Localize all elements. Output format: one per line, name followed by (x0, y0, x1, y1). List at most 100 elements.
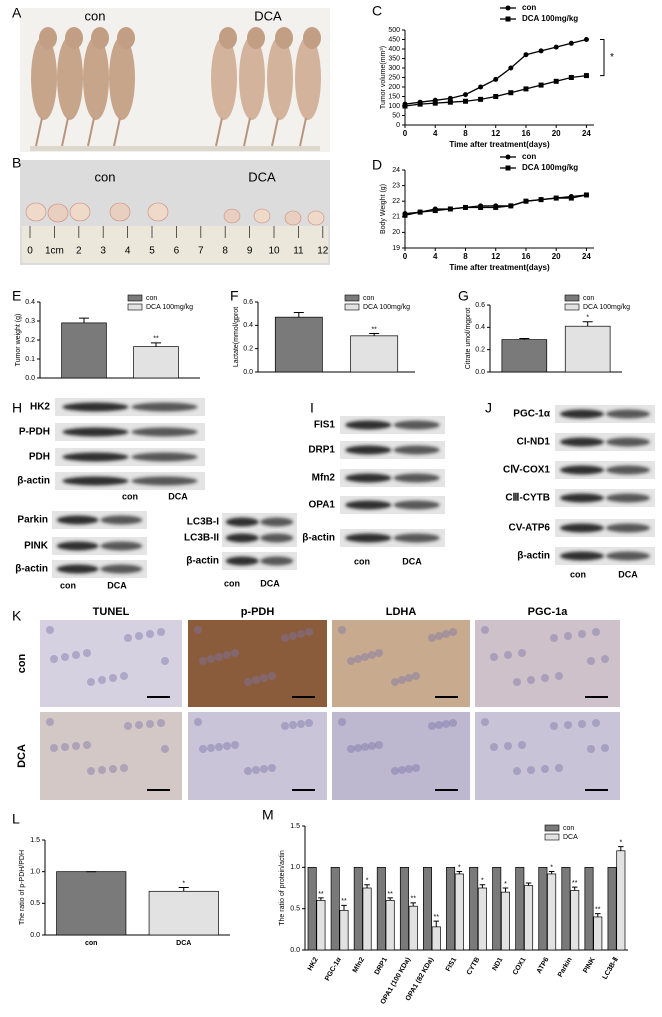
ihc-nucleus (120, 672, 128, 680)
ihc-nucleus (354, 744, 362, 752)
marker (538, 82, 544, 88)
bar (274, 316, 323, 373)
blot-band (62, 476, 129, 486)
ihc-nucleus (83, 649, 91, 657)
lane-label: DCA (168, 491, 188, 501)
significance: * (481, 878, 484, 885)
lane-label: DCA (402, 556, 422, 566)
y-axis-label: The ratio of protein/actin (279, 850, 286, 926)
ihc-nucleus (98, 676, 106, 684)
bar (307, 866, 317, 951)
ihc-nucleus (435, 721, 443, 729)
blot-label: LC3B-II (184, 533, 219, 544)
ihc-nucleus (578, 630, 586, 638)
bar (561, 866, 571, 951)
blot-strip (340, 529, 445, 547)
blot-band (345, 445, 392, 455)
legend-label: DCA 100mg/kg (146, 304, 193, 311)
blot-label: β-actin (517, 551, 550, 562)
photo-label: DCA (254, 8, 282, 23)
legend-label: DCA 100mg/kg (522, 14, 578, 23)
x-axis-label: Time after treatment(days) (449, 140, 550, 149)
blot-strip (340, 416, 445, 434)
blot-label: DRP1 (308, 445, 335, 456)
ihc-nucleus (194, 626, 202, 634)
error-bar (341, 904, 347, 911)
ihc-nucleus (541, 765, 549, 773)
blot-band (225, 533, 259, 543)
ihc-nucleus (281, 634, 289, 642)
blot-strip (555, 461, 655, 479)
x-tick-label: 4 (433, 252, 438, 261)
blot-strip (555, 405, 655, 423)
bar (339, 909, 349, 951)
ihc-nucleus (207, 744, 215, 752)
blot-label: CI-ND1 (517, 437, 551, 448)
y-tick-label: 1.5 (290, 823, 300, 830)
marker (568, 40, 574, 46)
ihc-image (40, 620, 182, 707)
ihc-nucleus (398, 766, 406, 774)
blot-strip (55, 423, 205, 441)
error-bar (595, 913, 601, 917)
ihc-nucleus (587, 657, 595, 665)
bar (524, 885, 534, 951)
x-tick-label: 8 (463, 129, 468, 138)
y-tick-label: 0.6 (475, 302, 485, 309)
ihc-row: DCA (16, 744, 28, 768)
ihc-nucleus (223, 651, 231, 659)
marker (432, 208, 438, 214)
blot-strip (555, 489, 655, 507)
mouse-tail (299, 117, 307, 147)
ihc-nucleus (289, 721, 297, 729)
mouse-head (91, 27, 109, 49)
blot-strip (52, 511, 147, 529)
significance: * (619, 840, 622, 847)
marker (493, 94, 499, 99)
marker (447, 99, 453, 105)
ihc-nucleus (61, 653, 69, 661)
marker (447, 95, 453, 101)
bar (570, 890, 580, 951)
bar (362, 887, 372, 951)
ihc-nucleus (513, 678, 521, 686)
y-tick-label: 0.0 (25, 375, 35, 382)
ihc-nucleus (564, 721, 572, 729)
blot-band (62, 427, 129, 437)
ihc-nucleus (231, 741, 239, 749)
ihc-nucleus (46, 718, 54, 726)
y-tick-label: 21 (392, 214, 400, 221)
bar (500, 891, 510, 951)
ihc-nucleus (157, 719, 165, 727)
blot-band (560, 523, 604, 533)
significance: * (504, 881, 507, 888)
significance: ** (341, 898, 347, 905)
ihc-nucleus (428, 634, 436, 642)
significance: * (458, 864, 461, 871)
bar (492, 866, 502, 951)
blot-band (393, 445, 440, 455)
y-tick-label: 23 (392, 182, 400, 189)
mouse (267, 36, 293, 120)
error-bar (387, 897, 393, 901)
ihc-nucleus (252, 676, 260, 684)
blot-label: β-actin (302, 533, 335, 544)
ihc-nucleus (207, 655, 215, 663)
blot-label: CⅢ-CYTB (505, 493, 550, 504)
ihc-nucleus (72, 651, 80, 659)
legend-label: con (363, 295, 374, 302)
y-tick-label: 0.1 (25, 356, 35, 363)
x-tick-label: HK2 (307, 956, 320, 972)
lane-label: con (354, 556, 370, 566)
blot-label: CV-ATP6 (509, 523, 551, 534)
x-tick-label: CYTB (466, 956, 482, 976)
ihc-nucleus (368, 651, 376, 659)
blot-band (560, 409, 604, 419)
ihc-nucleus (87, 678, 95, 686)
y-tick-label: 0.2 (243, 346, 253, 353)
panel-label: B (12, 155, 21, 171)
ihc-nucleus (555, 672, 563, 680)
ihc-nucleus (83, 741, 91, 749)
legend-swatch (344, 303, 360, 311)
